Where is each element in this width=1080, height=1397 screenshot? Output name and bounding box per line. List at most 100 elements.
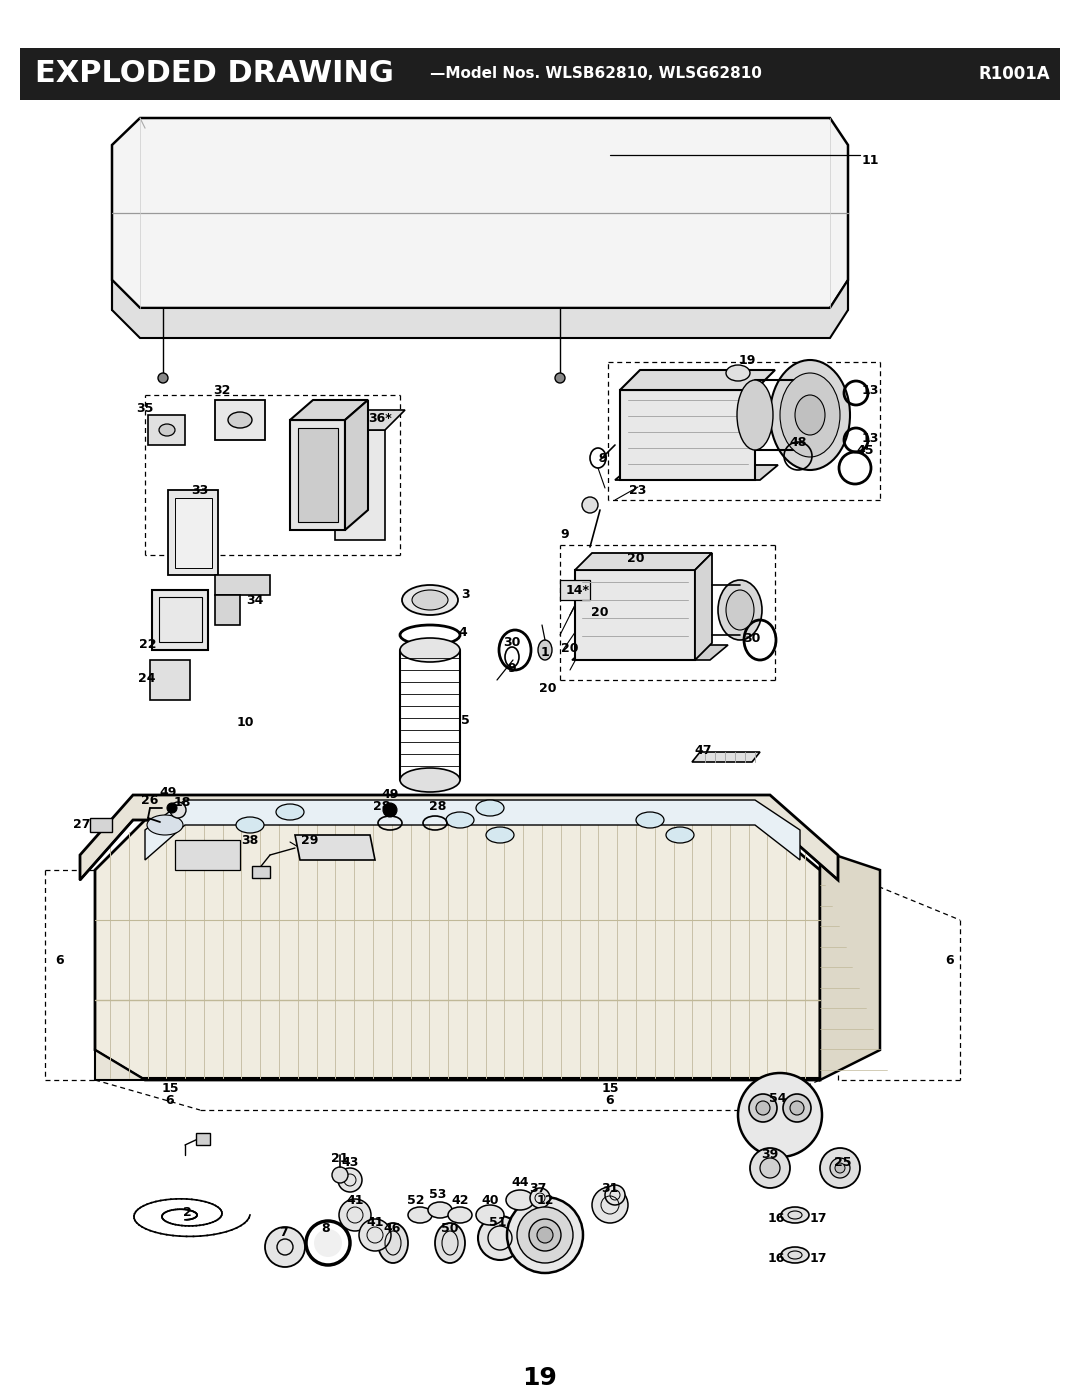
- Text: 52: 52: [407, 1193, 424, 1207]
- Text: 32: 32: [214, 384, 231, 397]
- Ellipse shape: [738, 1073, 822, 1157]
- Text: 16: 16: [767, 1252, 785, 1264]
- Ellipse shape: [378, 1222, 408, 1263]
- Text: 14*: 14*: [566, 584, 590, 597]
- Text: 51: 51: [489, 1215, 507, 1228]
- Ellipse shape: [507, 1190, 534, 1210]
- Text: 42: 42: [451, 1193, 469, 1207]
- Ellipse shape: [820, 1148, 860, 1187]
- Polygon shape: [175, 497, 212, 569]
- Text: 54: 54: [769, 1091, 786, 1105]
- Text: 18: 18: [173, 796, 191, 809]
- Text: 48: 48: [789, 436, 807, 450]
- Text: 20: 20: [539, 682, 557, 694]
- Text: 34: 34: [246, 594, 264, 606]
- Text: 17: 17: [809, 1252, 827, 1264]
- Ellipse shape: [726, 365, 750, 381]
- Ellipse shape: [476, 800, 504, 816]
- Ellipse shape: [400, 768, 460, 792]
- Text: 6: 6: [946, 954, 955, 967]
- Text: 12: 12: [537, 1193, 554, 1207]
- Polygon shape: [291, 420, 345, 529]
- Text: 11: 11: [861, 154, 879, 166]
- Ellipse shape: [835, 1162, 845, 1173]
- Ellipse shape: [726, 590, 754, 630]
- Polygon shape: [820, 849, 880, 1080]
- Ellipse shape: [718, 580, 762, 640]
- Polygon shape: [150, 659, 190, 700]
- Polygon shape: [215, 400, 265, 440]
- Ellipse shape: [530, 1187, 550, 1208]
- Ellipse shape: [507, 1197, 583, 1273]
- Ellipse shape: [781, 1248, 809, 1263]
- Ellipse shape: [435, 1222, 465, 1263]
- Polygon shape: [335, 430, 384, 541]
- Text: 49: 49: [160, 787, 177, 799]
- Text: 23: 23: [630, 483, 647, 496]
- Text: —Model Nos. WLSB62810, WLSG62810: —Model Nos. WLSB62810, WLSG62810: [430, 67, 761, 81]
- Text: 40: 40: [482, 1193, 499, 1207]
- Text: 15: 15: [161, 1081, 179, 1094]
- Polygon shape: [561, 580, 590, 599]
- Ellipse shape: [228, 412, 252, 427]
- Text: 16: 16: [767, 1211, 785, 1225]
- Text: 10: 10: [237, 717, 254, 729]
- Polygon shape: [696, 553, 712, 659]
- Ellipse shape: [476, 1206, 504, 1225]
- Ellipse shape: [158, 373, 168, 383]
- Text: 17: 17: [809, 1211, 827, 1225]
- Text: 7: 7: [280, 1225, 288, 1239]
- Text: 5: 5: [461, 714, 470, 726]
- Polygon shape: [295, 835, 375, 861]
- Polygon shape: [215, 595, 240, 624]
- Text: 20: 20: [627, 552, 645, 564]
- Text: 3: 3: [461, 588, 470, 602]
- Ellipse shape: [448, 1207, 472, 1222]
- Ellipse shape: [486, 827, 514, 842]
- Ellipse shape: [478, 1215, 522, 1260]
- Ellipse shape: [408, 1207, 432, 1222]
- Polygon shape: [148, 415, 185, 446]
- Polygon shape: [291, 400, 368, 420]
- Ellipse shape: [555, 373, 565, 383]
- Text: 26: 26: [141, 793, 159, 806]
- Ellipse shape: [529, 1220, 561, 1250]
- Text: EXPLODED DRAWING: EXPLODED DRAWING: [35, 60, 394, 88]
- Text: 6: 6: [606, 1094, 615, 1106]
- Text: 20: 20: [562, 641, 579, 655]
- Polygon shape: [90, 819, 112, 833]
- Polygon shape: [215, 576, 270, 595]
- Ellipse shape: [428, 1201, 453, 1218]
- Text: 9: 9: [561, 528, 569, 542]
- Text: 43: 43: [341, 1157, 359, 1169]
- Ellipse shape: [314, 1229, 342, 1257]
- Ellipse shape: [400, 638, 460, 662]
- Polygon shape: [175, 840, 240, 870]
- Ellipse shape: [756, 1101, 770, 1115]
- Ellipse shape: [538, 640, 552, 659]
- Polygon shape: [615, 465, 778, 481]
- Polygon shape: [572, 645, 728, 659]
- Ellipse shape: [737, 380, 773, 450]
- Ellipse shape: [170, 802, 186, 819]
- Text: 28: 28: [374, 800, 391, 813]
- Polygon shape: [195, 1133, 210, 1146]
- Text: 45: 45: [856, 443, 874, 457]
- Ellipse shape: [592, 1187, 627, 1222]
- Polygon shape: [145, 800, 800, 861]
- Text: 28: 28: [430, 800, 447, 813]
- Ellipse shape: [666, 827, 694, 842]
- Text: 30: 30: [743, 631, 760, 644]
- Text: 6: 6: [56, 954, 65, 967]
- Text: 33: 33: [191, 483, 208, 496]
- Ellipse shape: [537, 1227, 553, 1243]
- Ellipse shape: [750, 1148, 789, 1187]
- Ellipse shape: [582, 497, 598, 513]
- Ellipse shape: [332, 1166, 348, 1183]
- Ellipse shape: [339, 1199, 372, 1231]
- Text: 13: 13: [862, 384, 879, 397]
- Ellipse shape: [276, 805, 303, 820]
- Polygon shape: [575, 570, 696, 659]
- Polygon shape: [80, 795, 838, 880]
- Text: 27: 27: [73, 819, 91, 831]
